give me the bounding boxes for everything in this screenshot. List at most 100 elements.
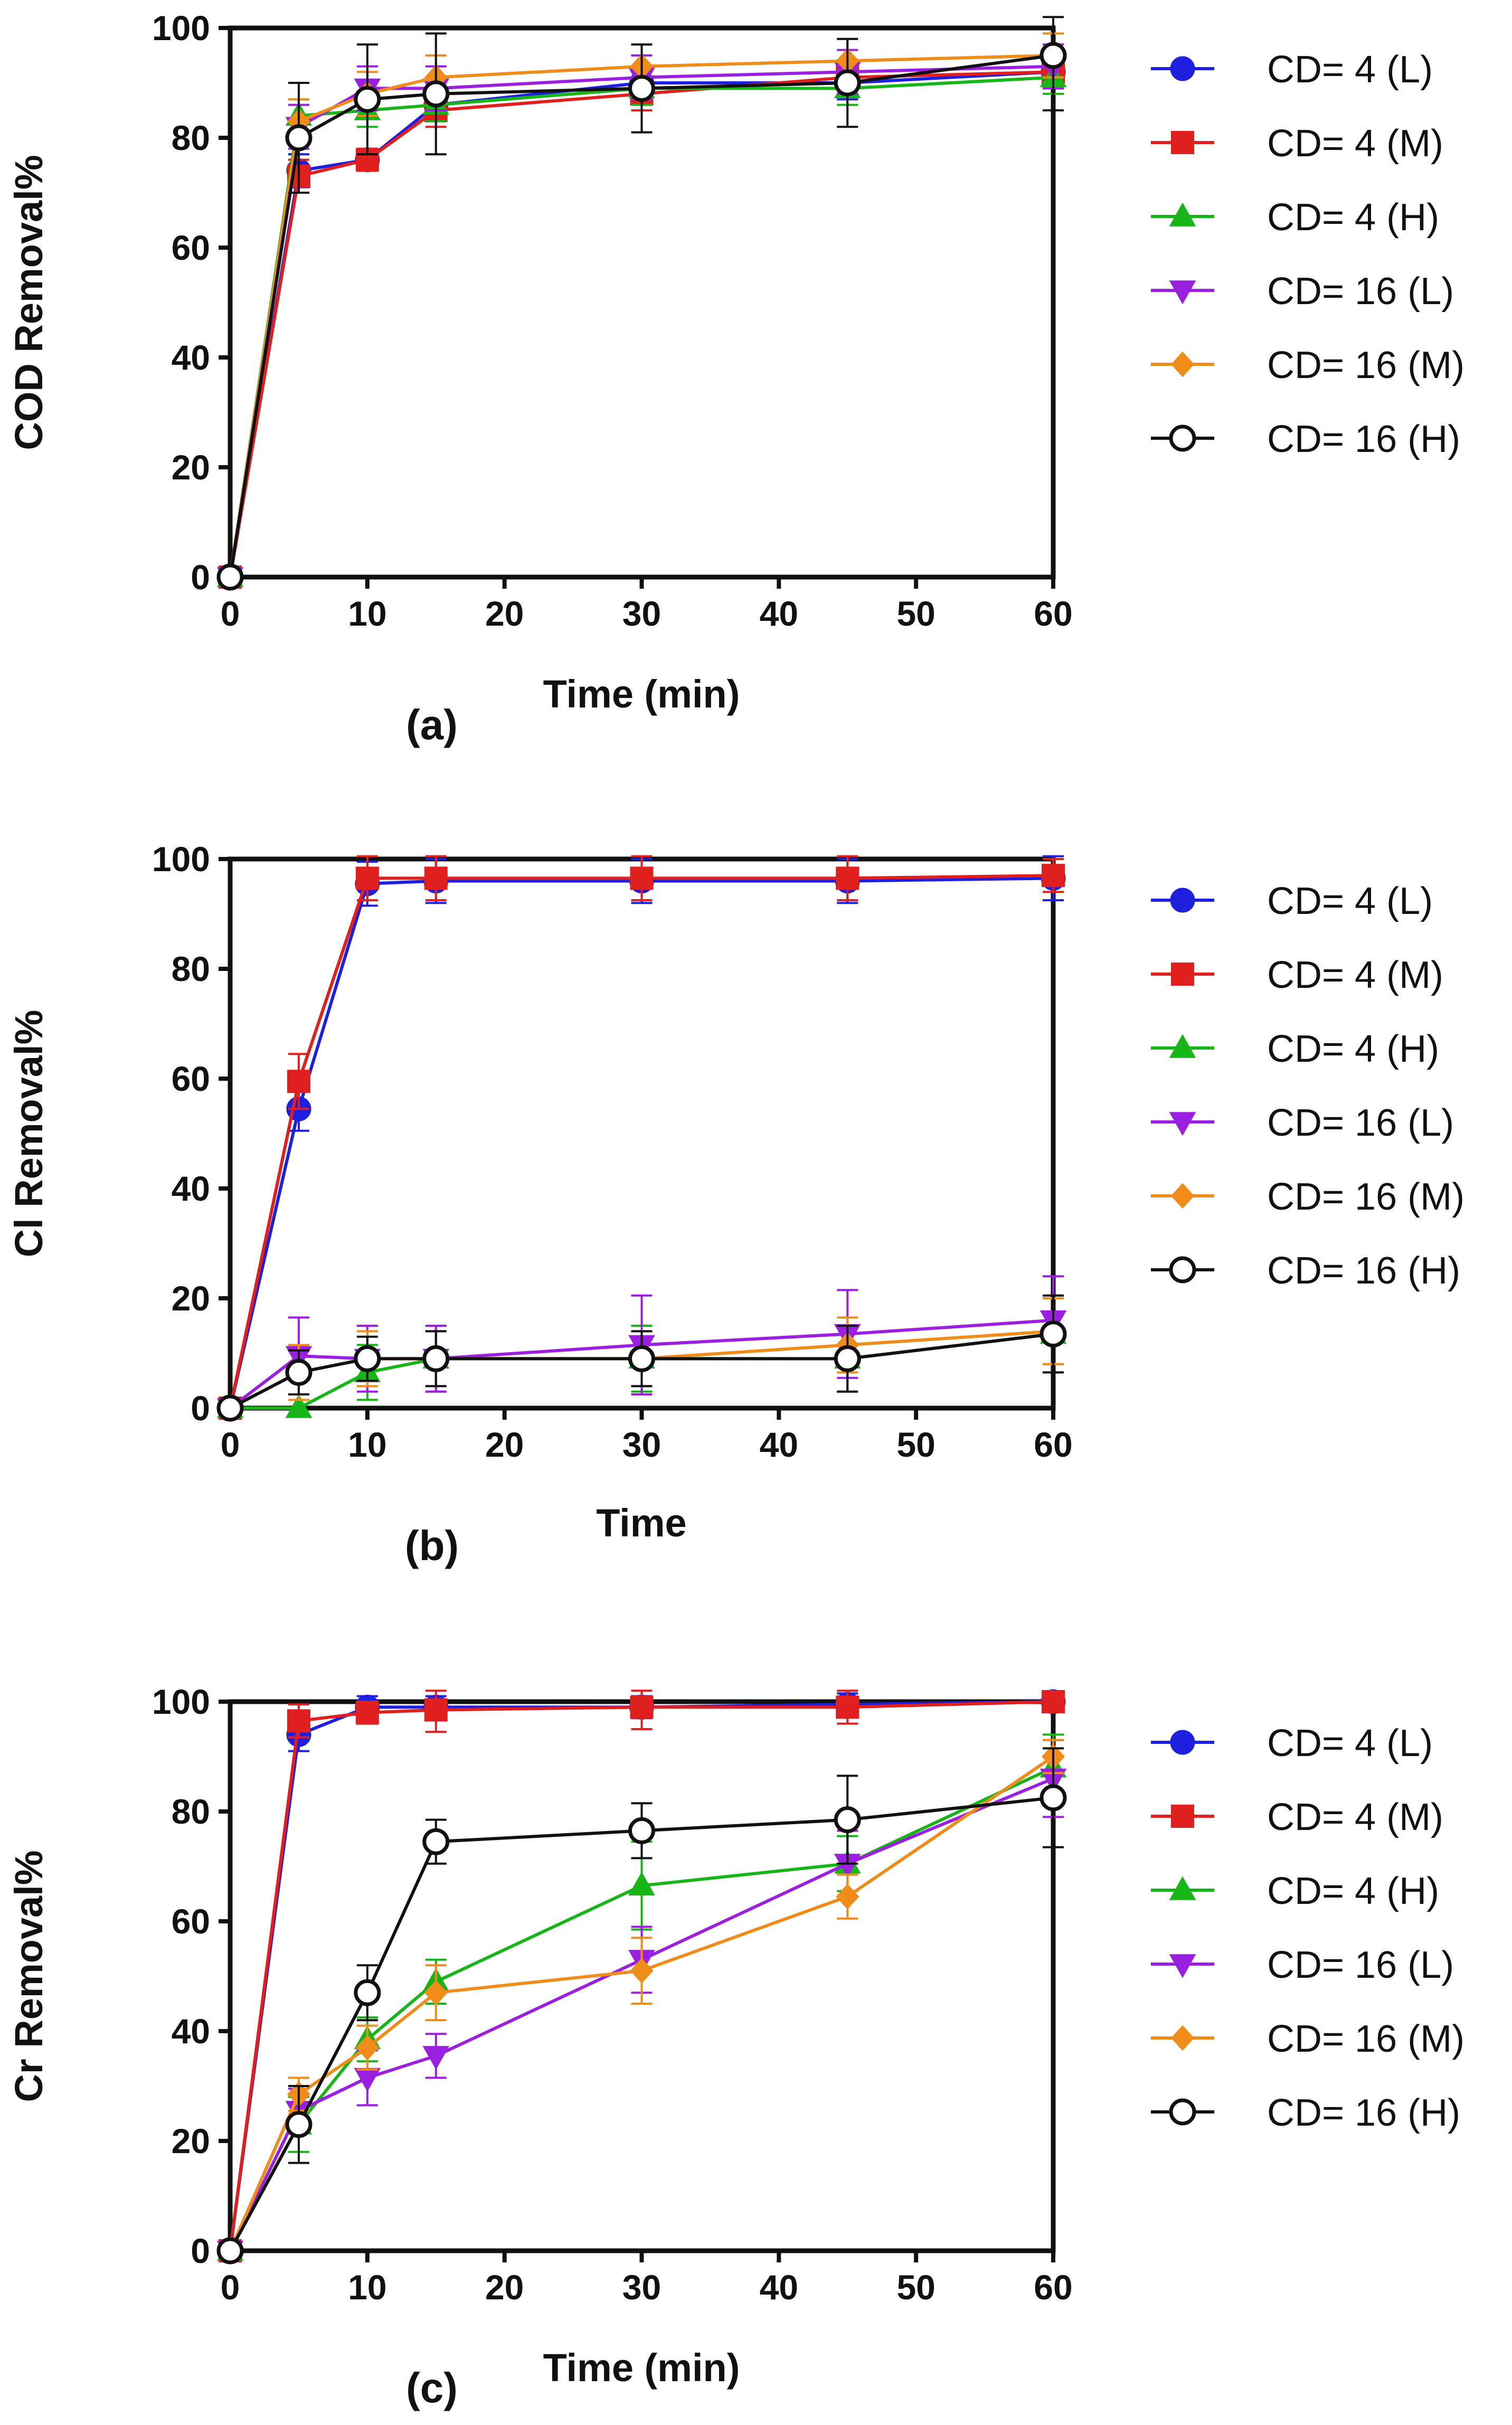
x-tick-label: 20 <box>485 1425 524 1464</box>
data-point <box>424 866 448 890</box>
legend-marker <box>1171 1183 1194 1209</box>
data-point <box>1042 1690 1065 1713</box>
data-point <box>836 866 859 890</box>
legend-entry: CD= 16 (M) <box>1151 344 1464 386</box>
y-tick-label: 60 <box>172 228 210 267</box>
data-point <box>285 1394 313 1418</box>
data-point <box>354 2068 381 2092</box>
series-3 <box>216 60 1067 587</box>
y-tick-label: 80 <box>172 949 210 988</box>
y-tick-label: 100 <box>152 1682 210 1721</box>
x-axis-title: Time (min) <box>543 672 740 716</box>
legend-entry: CD= 16 (M) <box>1151 2018 1464 2060</box>
legend-label: CD= 4 (H) <box>1267 1870 1439 1912</box>
legend-label: CD= 16 (M) <box>1267 2018 1464 2060</box>
panel-label: (b) <box>405 1522 459 1569</box>
x-tick-label: 30 <box>622 2268 661 2307</box>
legend-marker <box>1169 202 1196 227</box>
x-tick-label: 0 <box>221 1425 240 1464</box>
data-point <box>285 1358 313 1386</box>
panel-a: 0 10 20 30 40 50 60 0 20 40 60 80 100 Time (min) COD R… <box>7 8 1464 748</box>
data-point <box>422 80 450 108</box>
legend-marker <box>1170 56 1195 81</box>
data-point <box>422 1828 450 1855</box>
legend-entry: CD= 16 (H) <box>1151 418 1460 460</box>
data-point <box>422 2046 450 2070</box>
y-tick-label: 20 <box>172 2121 210 2160</box>
y-axis-title: Cl Removal% <box>7 1010 51 1258</box>
legend-entry: CD= 4 (H) <box>1151 1870 1439 1912</box>
legend-entry: CD= 4 (L) <box>1151 1722 1433 1765</box>
data-point <box>630 1695 654 1719</box>
y-tick-label: 80 <box>172 1792 210 1831</box>
data-point <box>422 1345 450 1372</box>
legend-label: CD= 4 (L) <box>1267 880 1433 922</box>
data-point <box>836 1695 859 1719</box>
series-line <box>229 70 1054 578</box>
legend-entry: CD= 16 (L) <box>1151 270 1454 313</box>
legend-label: CD= 16 (H) <box>1267 418 1460 460</box>
y-tick-label: 60 <box>172 1059 210 1098</box>
data-point <box>355 2035 379 2061</box>
series-line <box>229 54 1054 578</box>
data-point <box>1040 42 1067 69</box>
series-line <box>229 64 1054 578</box>
legend-marker <box>1169 280 1196 305</box>
legend-label: CD= 16 (H) <box>1267 1250 1460 1292</box>
x-axis-title: Time (min) <box>543 2346 740 2390</box>
data-point <box>424 1698 448 1722</box>
y-tick-label: 0 <box>191 558 210 597</box>
legend-entry: CD= 16 (M) <box>1151 1176 1464 1218</box>
data-point <box>354 86 381 113</box>
legend-marker <box>1171 131 1194 154</box>
y-tick-label: 60 <box>172 1902 210 1941</box>
x-tick-label: 50 <box>896 594 935 633</box>
data-point <box>628 1817 655 1844</box>
data-point <box>628 1872 655 1896</box>
legend-entry: CD= 16 (L) <box>1151 1102 1454 1144</box>
legend-marker <box>1169 1112 1196 1136</box>
x-tick-label: 30 <box>622 594 661 633</box>
legend-label: CD= 4 (M) <box>1267 954 1443 996</box>
series-6 <box>216 1294 1067 1422</box>
x-tick-label: 30 <box>622 1425 661 1464</box>
x-tick-label: 10 <box>348 2268 386 2307</box>
data-point <box>628 74 655 102</box>
data-point <box>287 1070 310 1093</box>
legend-entry: CD= 16 (L) <box>1151 1944 1454 1986</box>
data-point <box>630 1958 654 1984</box>
data-point <box>834 69 861 97</box>
legend-marker <box>1171 963 1194 986</box>
panel-c: 0 10 20 30 40 50 60 0 20 40 60 80 100 Time (min) Cr Re… <box>7 1682 1464 2411</box>
data-point <box>628 1345 655 1372</box>
legend-entry: CD= 16 (H) <box>1151 1250 1460 1292</box>
series-line <box>229 54 1054 578</box>
panel-b: 0 10 20 30 40 50 60 0 20 40 60 80 100 Time Cl Removal%… <box>7 839 1464 1569</box>
y-tick-label: 40 <box>172 338 210 377</box>
data-point <box>285 124 313 152</box>
legend-entry: CD= 16 (H) <box>1151 2092 1460 2134</box>
legend-marker <box>1169 2098 1196 2126</box>
series-2 <box>219 1690 1065 2262</box>
data-point <box>424 1980 448 2006</box>
y-tick-label: 20 <box>172 448 210 487</box>
legend-entry: CD= 4 (L) <box>1151 880 1433 922</box>
data-point <box>354 1979 381 2006</box>
y-axis-title: COD Removal% <box>7 155 51 450</box>
y-tick-label: 40 <box>172 2012 210 2051</box>
data-point <box>1040 1784 1067 1811</box>
x-tick-label: 40 <box>760 2268 798 2307</box>
y-tick-label: 100 <box>152 839 210 879</box>
x-tick-label: 10 <box>348 594 386 633</box>
series-6 <box>216 16 1067 591</box>
data-point <box>1040 1320 1067 1348</box>
legend-marker <box>1169 1954 1196 1978</box>
y-tick-label: 80 <box>172 118 210 157</box>
data-point <box>354 1345 381 1372</box>
legend-marker <box>1169 1876 1196 1900</box>
series-1 <box>218 54 1066 590</box>
x-tick-label: 60 <box>1034 2268 1072 2307</box>
data-point <box>355 1701 379 1724</box>
y-tick-label: 40 <box>172 1169 210 1208</box>
data-point <box>834 1345 861 1372</box>
